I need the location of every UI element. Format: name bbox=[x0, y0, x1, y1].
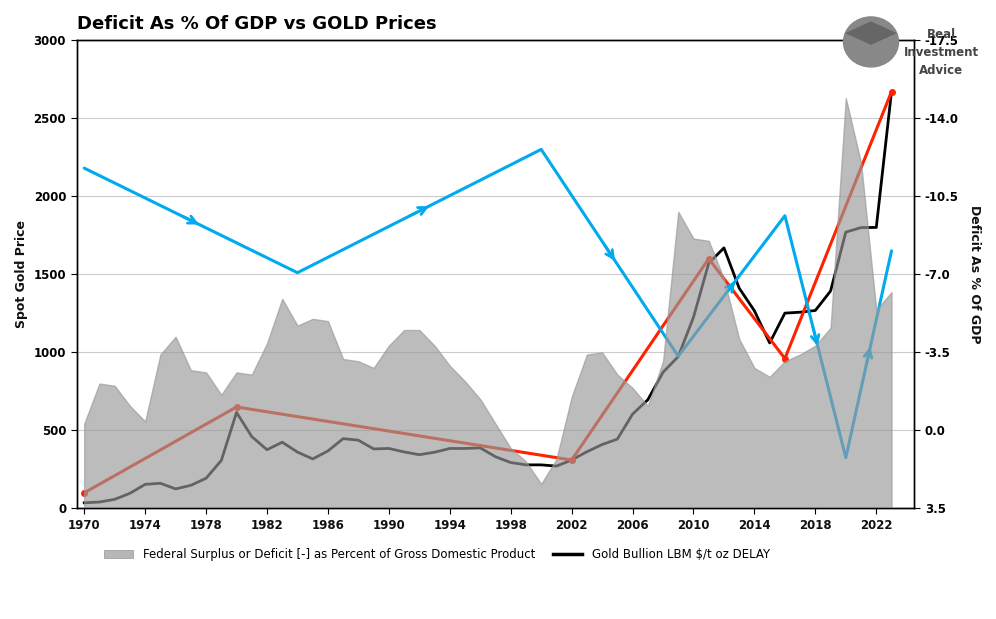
PathPatch shape bbox=[845, 21, 897, 45]
Text: Deficit As % Of GDP vs GOLD Prices: Deficit As % Of GDP vs GOLD Prices bbox=[77, 15, 436, 33]
Ellipse shape bbox=[844, 17, 898, 67]
Y-axis label: Spot Gold Price: Spot Gold Price bbox=[15, 220, 28, 328]
Text: Real
Investment
Advice: Real Investment Advice bbox=[903, 28, 979, 77]
Y-axis label: Deficit As % Of GDP: Deficit As % Of GDP bbox=[968, 205, 981, 344]
Legend: Federal Surplus or Deficit [-] as Percent of Gross Domestic Product, Gold Bullio: Federal Surplus or Deficit [-] as Percen… bbox=[99, 543, 775, 566]
